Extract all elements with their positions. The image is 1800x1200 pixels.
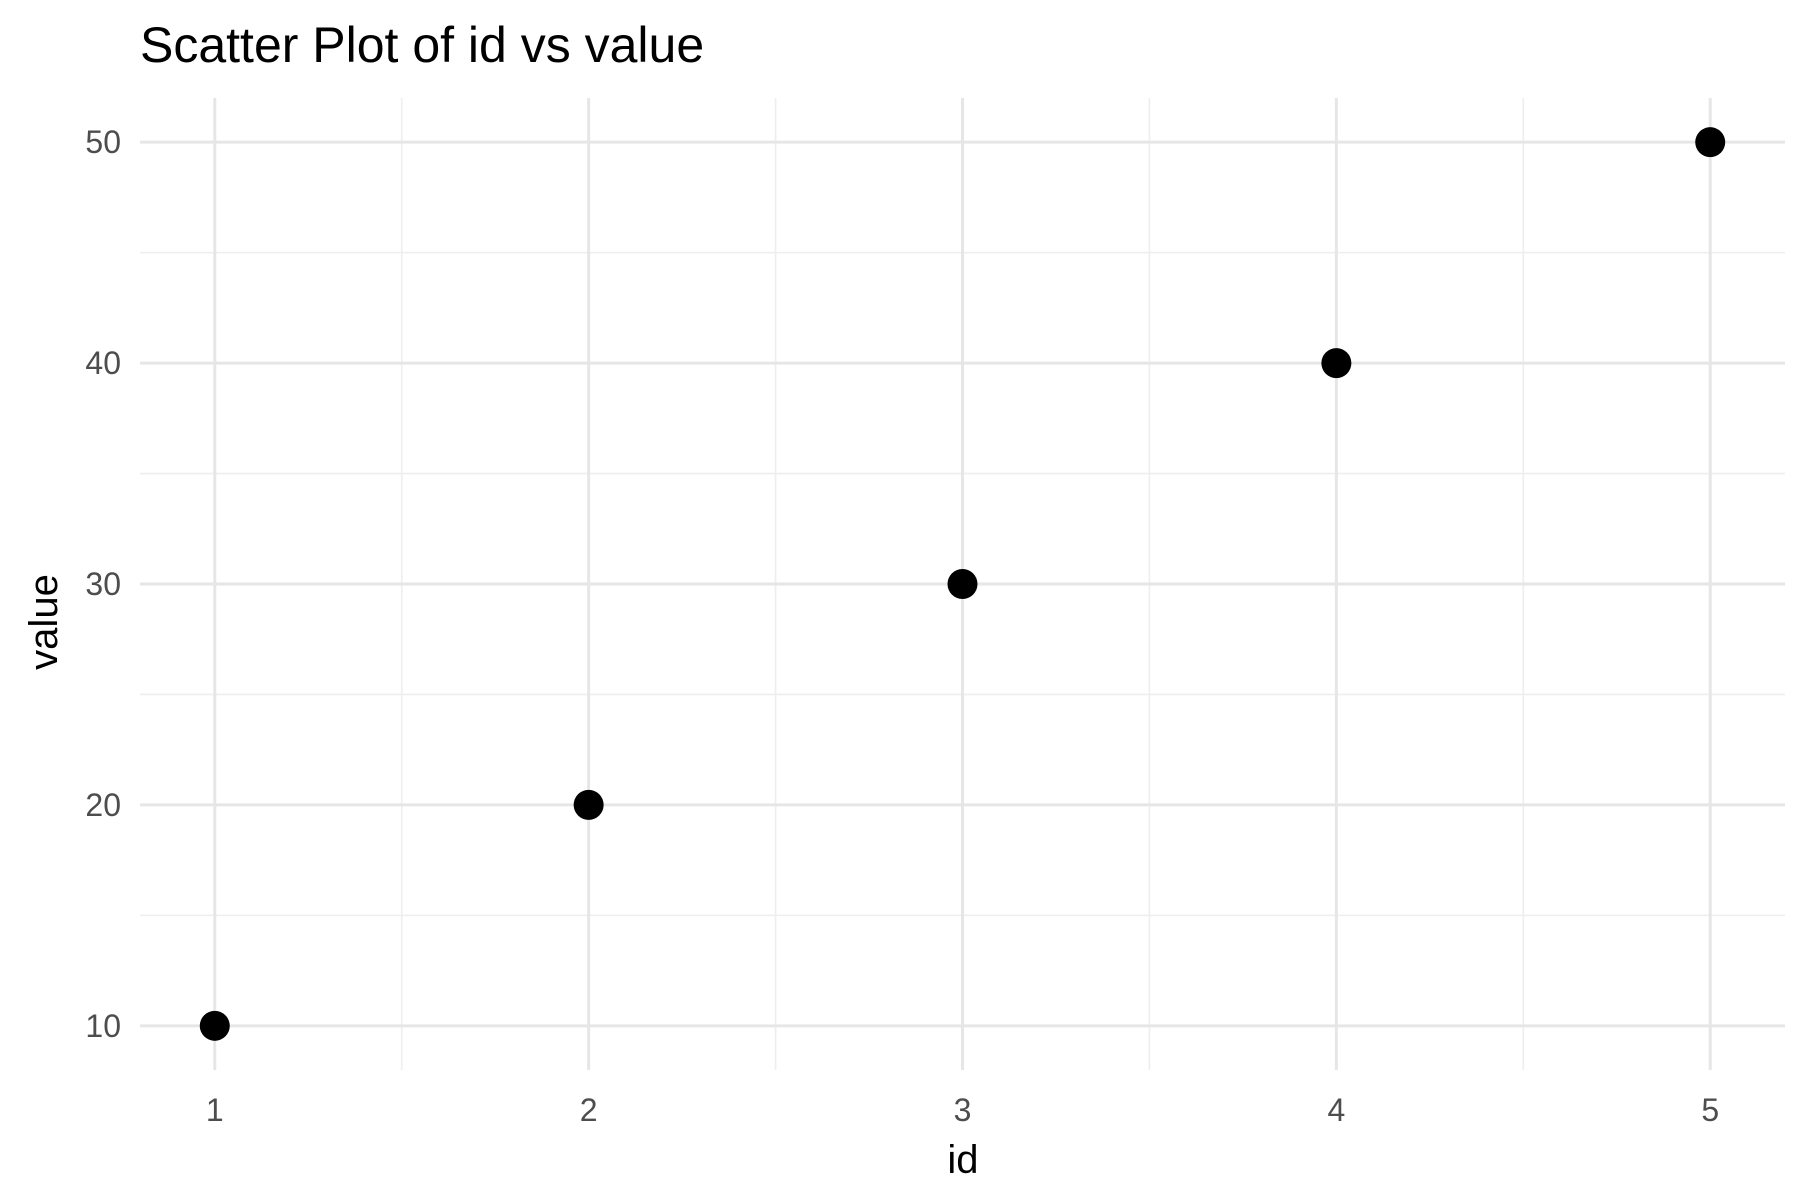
- y-tick-label: 30: [85, 566, 121, 602]
- x-axis-tick-labels: 1 2 3 4 5: [206, 1092, 1719, 1128]
- y-tick-label: 10: [85, 1008, 121, 1044]
- data-point: [1695, 127, 1726, 158]
- y-tick-label: 50: [85, 124, 121, 160]
- chart-title: Scatter Plot of id vs value: [140, 17, 704, 73]
- y-tick-label: 40: [85, 345, 121, 381]
- x-tick-label: 4: [1327, 1092, 1345, 1128]
- y-tick-label: 20: [85, 787, 121, 823]
- x-tick-label: 1: [206, 1092, 224, 1128]
- x-tick-label: 3: [954, 1092, 972, 1128]
- data-point: [1321, 348, 1352, 379]
- major-gridlines: [140, 98, 1785, 1070]
- y-axis-tick-labels: 10 20 30 40 50: [85, 124, 121, 1044]
- x-tick-label: 2: [580, 1092, 598, 1128]
- data-points: [199, 127, 1726, 1041]
- x-axis-title: id: [947, 1138, 978, 1182]
- x-tick-label: 5: [1701, 1092, 1719, 1128]
- data-point: [199, 1010, 230, 1041]
- y-axis-title: value: [22, 574, 66, 670]
- data-point: [573, 789, 604, 820]
- data-point: [947, 569, 978, 599]
